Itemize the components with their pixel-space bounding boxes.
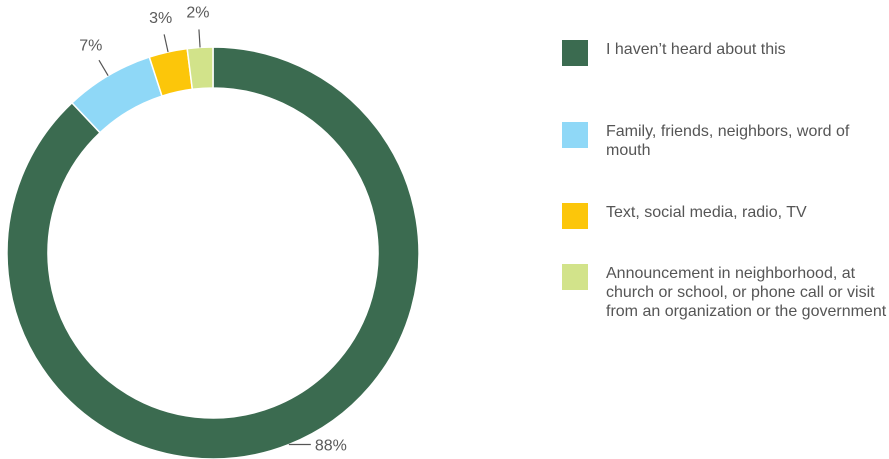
legend-label-not-heard: I haven’t heard about this: [606, 41, 786, 58]
slice-label-text-media: 3%: [149, 10, 172, 27]
leader-line-announcement: [198, 29, 201, 48]
legend-label-family-friends: Family, friends, neighbors, word of mout…: [606, 123, 850, 159]
leader-lines: [98, 29, 311, 446]
legend-item-text-media: Text, social media, radio, TV: [562, 203, 887, 229]
slice-label-family-friends: 7%: [79, 37, 102, 54]
leader-line-text-media: [163, 34, 169, 53]
legend-swatch-text-media: [562, 203, 588, 229]
legend-item-announcement: Announcement in neighborhood, at church …: [562, 264, 887, 321]
leader-line-family-friends: [98, 59, 109, 76]
legend-swatch-announcement: [562, 264, 588, 290]
slice-not-heard: [6, 46, 420, 459]
slice-label-not-heard: 88%: [315, 438, 347, 455]
legend-label-announcement: Announcement in neighborhood, at church …: [606, 265, 887, 320]
slice-label-announcement: 2%: [186, 4, 209, 21]
legend-item-family-friends: Family, friends, neighbors, word of mout…: [562, 122, 887, 160]
legend-swatch-family-friends: [562, 122, 588, 148]
donut-chart: 88% 7% 3% 2%: [6, 4, 420, 459]
legend-item-not-heard: I haven’t heard about this: [562, 40, 887, 66]
legend-label-text-media: Text, social media, radio, TV: [606, 204, 807, 221]
legend-swatch-not-heard: [562, 40, 588, 66]
donut-slices: [6, 46, 420, 459]
slice-labels: 88% 7% 3% 2%: [79, 4, 347, 454]
slice-announcement: [186, 46, 214, 91]
